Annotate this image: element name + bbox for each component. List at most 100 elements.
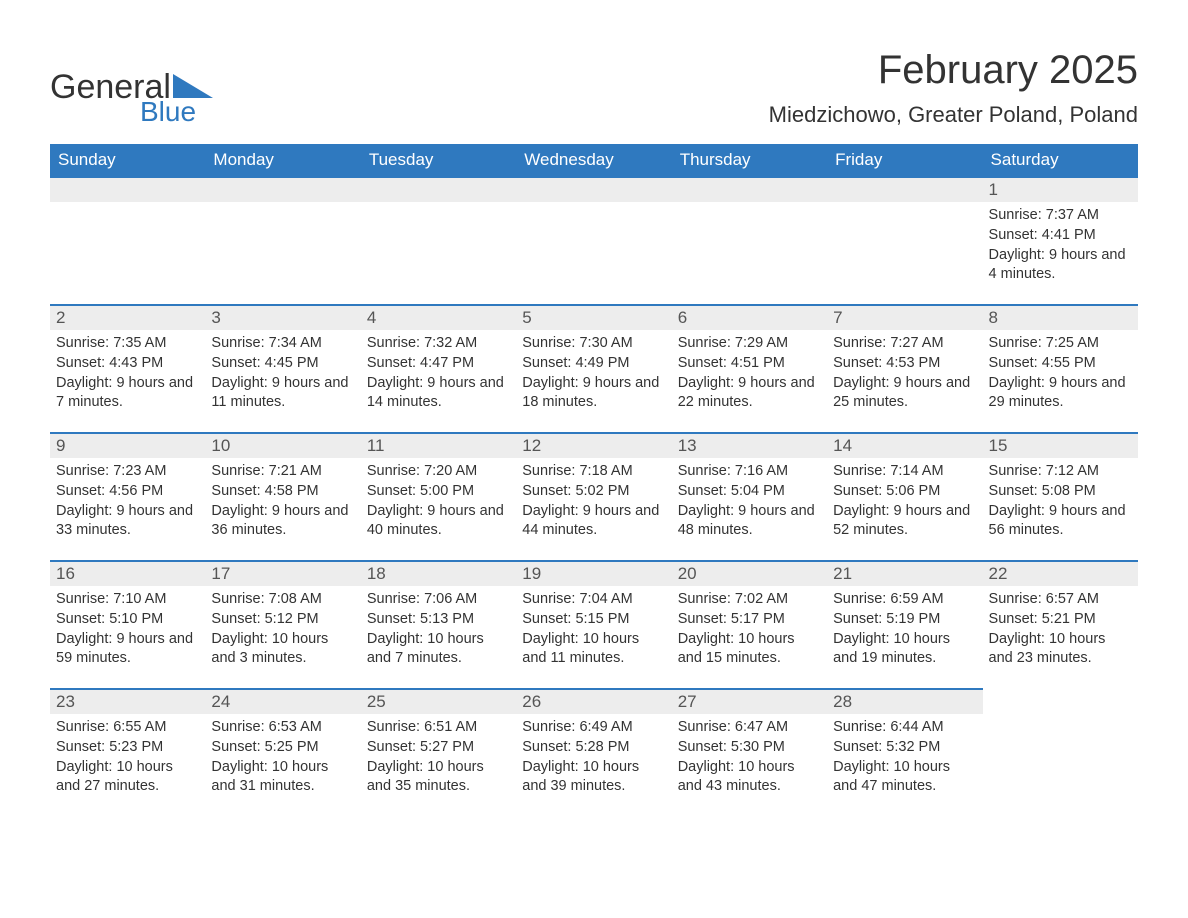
day-details: Sunrise: 7:06 AMSunset: 5:13 PMDaylight:… (361, 586, 516, 668)
daylight-line: Daylight: 10 hours and 23 minutes. (989, 630, 1132, 669)
col-thursday: Thursday (672, 144, 827, 176)
daylight-line: Daylight: 9 hours and 7 minutes. (56, 374, 199, 413)
day-cell: 7Sunrise: 7:27 AMSunset: 4:53 PMDaylight… (827, 304, 982, 432)
daylight-line: Daylight: 10 hours and 7 minutes. (367, 630, 510, 669)
sunset-line: Sunset: 5:19 PM (833, 610, 976, 630)
sunset-line: Sunset: 4:56 PM (56, 482, 199, 502)
day-number: . (361, 176, 516, 202)
sunset-line: Sunset: 5:02 PM (522, 482, 665, 502)
day-cell: 18Sunrise: 7:06 AMSunset: 5:13 PMDayligh… (361, 560, 516, 688)
sunrise-line: Sunrise: 7:30 AM (522, 334, 665, 354)
day-number: 14 (827, 432, 982, 458)
day-number: 1 (983, 176, 1138, 202)
day-number: 18 (361, 560, 516, 586)
title-block: February 2025 Miedzichowo, Greater Polan… (769, 50, 1138, 128)
daylight-line: Daylight: 10 hours and 43 minutes. (678, 758, 821, 797)
sunset-line: Sunset: 5:10 PM (56, 610, 199, 630)
day-number: 3 (205, 304, 360, 330)
day-cell: 2Sunrise: 7:35 AMSunset: 4:43 PMDaylight… (50, 304, 205, 432)
day-cell: 26Sunrise: 6:49 AMSunset: 5:28 PMDayligh… (516, 688, 671, 816)
col-tuesday: Tuesday (361, 144, 516, 176)
day-details: Sunrise: 7:30 AMSunset: 4:49 PMDaylight:… (516, 330, 671, 412)
sunrise-line: Sunrise: 6:47 AM (678, 718, 821, 738)
weekday-header-row: Sunday Monday Tuesday Wednesday Thursday… (50, 144, 1138, 176)
day-number: 5 (516, 304, 671, 330)
sunset-line: Sunset: 5:32 PM (833, 738, 976, 758)
day-details: Sunrise: 7:02 AMSunset: 5:17 PMDaylight:… (672, 586, 827, 668)
month-title: February 2025 (769, 50, 1138, 90)
day-cell: 22Sunrise: 6:57 AMSunset: 5:21 PMDayligh… (983, 560, 1138, 688)
sunset-line: Sunset: 5:00 PM (367, 482, 510, 502)
day-cell: . (50, 176, 205, 304)
calendar-table: Sunday Monday Tuesday Wednesday Thursday… (50, 144, 1138, 816)
day-number: 23 (50, 688, 205, 714)
daylight-line: Daylight: 9 hours and 59 minutes. (56, 630, 199, 669)
day-details: Sunrise: 6:57 AMSunset: 5:21 PMDaylight:… (983, 586, 1138, 668)
day-cell: 25Sunrise: 6:51 AMSunset: 5:27 PMDayligh… (361, 688, 516, 816)
daylight-line: Daylight: 9 hours and 29 minutes. (989, 374, 1132, 413)
day-cell: 8Sunrise: 7:25 AMSunset: 4:55 PMDaylight… (983, 304, 1138, 432)
sunrise-line: Sunrise: 6:53 AM (211, 718, 354, 738)
day-number: 13 (672, 432, 827, 458)
sunset-line: Sunset: 5:12 PM (211, 610, 354, 630)
sunrise-line: Sunrise: 7:08 AM (211, 590, 354, 610)
day-cell: 17Sunrise: 7:08 AMSunset: 5:12 PMDayligh… (205, 560, 360, 688)
sunset-line: Sunset: 4:47 PM (367, 354, 510, 374)
day-number: . (827, 176, 982, 202)
day-details: Sunrise: 7:35 AMSunset: 4:43 PMDaylight:… (50, 330, 205, 412)
col-saturday: Saturday (983, 144, 1138, 176)
daylight-line: Daylight: 9 hours and 52 minutes. (833, 502, 976, 541)
day-number: 19 (516, 560, 671, 586)
day-details: Sunrise: 7:08 AMSunset: 5:12 PMDaylight:… (205, 586, 360, 668)
day-cell: . (516, 176, 671, 304)
day-number: 16 (50, 560, 205, 586)
week-row: 16Sunrise: 7:10 AMSunset: 5:10 PMDayligh… (50, 560, 1138, 688)
sunset-line: Sunset: 5:30 PM (678, 738, 821, 758)
day-number: 9 (50, 432, 205, 458)
day-number: 12 (516, 432, 671, 458)
day-details: Sunrise: 7:20 AMSunset: 5:00 PMDaylight:… (361, 458, 516, 540)
day-details: Sunrise: 7:12 AMSunset: 5:08 PMDaylight:… (983, 458, 1138, 540)
daylight-line: Daylight: 9 hours and 18 minutes. (522, 374, 665, 413)
day-number: 8 (983, 304, 1138, 330)
sunrise-line: Sunrise: 7:23 AM (56, 462, 199, 482)
sunrise-line: Sunrise: 7:35 AM (56, 334, 199, 354)
sunset-line: Sunset: 5:13 PM (367, 610, 510, 630)
daylight-line: Daylight: 9 hours and 40 minutes. (367, 502, 510, 541)
day-details: Sunrise: 7:16 AMSunset: 5:04 PMDaylight:… (672, 458, 827, 540)
day-details: Sunrise: 7:10 AMSunset: 5:10 PMDaylight:… (50, 586, 205, 668)
day-cell: . (983, 688, 1138, 816)
sunrise-line: Sunrise: 6:49 AM (522, 718, 665, 738)
sunrise-line: Sunrise: 7:25 AM (989, 334, 1132, 354)
day-number: . (50, 176, 205, 202)
day-details: Sunrise: 6:59 AMSunset: 5:19 PMDaylight:… (827, 586, 982, 668)
sunset-line: Sunset: 5:28 PM (522, 738, 665, 758)
daylight-line: Daylight: 10 hours and 27 minutes. (56, 758, 199, 797)
day-number: 26 (516, 688, 671, 714)
sunset-line: Sunset: 5:04 PM (678, 482, 821, 502)
sunrise-line: Sunrise: 7:21 AM (211, 462, 354, 482)
day-number: . (672, 176, 827, 202)
col-sunday: Sunday (50, 144, 205, 176)
day-details: Sunrise: 6:49 AMSunset: 5:28 PMDaylight:… (516, 714, 671, 796)
day-number: 2 (50, 304, 205, 330)
daylight-line: Daylight: 9 hours and 44 minutes. (522, 502, 665, 541)
sunrise-line: Sunrise: 7:32 AM (367, 334, 510, 354)
daylight-line: Daylight: 9 hours and 56 minutes. (989, 502, 1132, 541)
day-details: Sunrise: 6:47 AMSunset: 5:30 PMDaylight:… (672, 714, 827, 796)
day-cell: 11Sunrise: 7:20 AMSunset: 5:00 PMDayligh… (361, 432, 516, 560)
day-cell: . (827, 176, 982, 304)
day-details: Sunrise: 6:51 AMSunset: 5:27 PMDaylight:… (361, 714, 516, 796)
sunrise-line: Sunrise: 7:02 AM (678, 590, 821, 610)
daylight-line: Daylight: 9 hours and 33 minutes. (56, 502, 199, 541)
sunrise-line: Sunrise: 6:55 AM (56, 718, 199, 738)
sunset-line: Sunset: 5:08 PM (989, 482, 1132, 502)
sunrise-line: Sunrise: 7:18 AM (522, 462, 665, 482)
day-details: Sunrise: 7:29 AMSunset: 4:51 PMDaylight:… (672, 330, 827, 412)
day-number: 27 (672, 688, 827, 714)
day-number: 25 (361, 688, 516, 714)
day-number: . (516, 176, 671, 202)
sunset-line: Sunset: 5:06 PM (833, 482, 976, 502)
sunrise-line: Sunrise: 7:10 AM (56, 590, 199, 610)
day-number: 4 (361, 304, 516, 330)
